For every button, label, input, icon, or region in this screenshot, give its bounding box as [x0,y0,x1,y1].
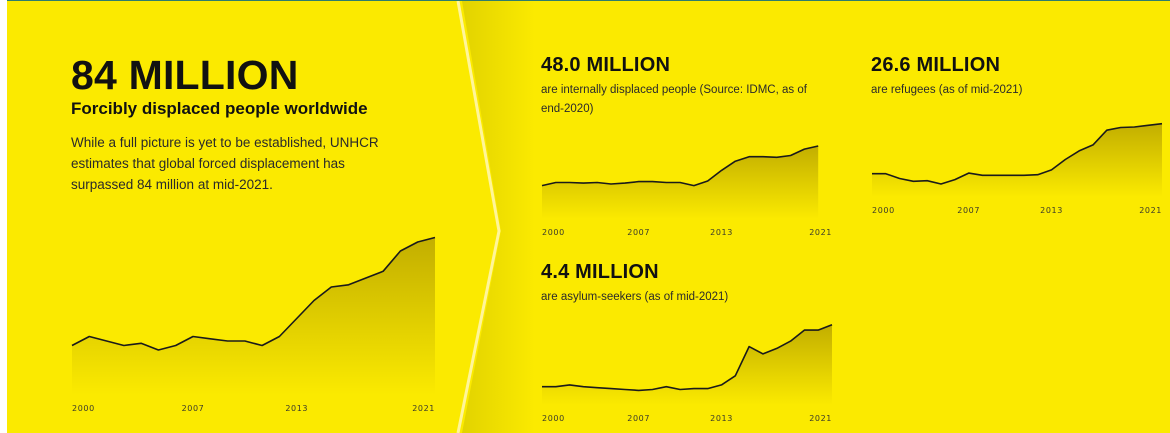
series-area [872,123,1162,197]
series-line [872,122,1163,185]
main-body: While a full picture is yet to be establ… [71,135,379,192]
x-tick-label: 2013 [710,228,733,237]
refugees-chart: 2000 2007 2013 2021 [872,122,1163,215]
refugees-panel: 26.6 MILLION are refugees (as of mid-202… [871,53,1161,100]
x-tick-label: 2013 [1040,206,1063,215]
x-tick-label: 2000 [872,206,895,215]
asylum-panel: 4.4 MILLION are asylum-seekers (as of mi… [541,260,831,307]
refugees-headline: 26.6 MILLION [871,54,1001,76]
x-tick-label: 2000 [542,228,565,237]
main-chart: 2000 2007 2013 2021 [71,236,436,413]
idp-description: are internally displaced people (Source:… [541,84,807,115]
chevron-divider [456,1,535,433]
series-line [71,236,436,351]
x-tick-label: 2000 [542,414,565,423]
x-tick-label: 2013 [285,404,308,413]
series-area [542,324,832,405]
x-tick-label: 2021 [1139,206,1162,215]
x-tick-label: 2021 [809,414,832,423]
idp-chart: 2000 2007 2013 2021 [541,145,832,237]
x-tick-label: 2013 [710,414,733,423]
asylum-chart: 2000 2007 2013 2021 [542,323,833,423]
main-subheadline: Forcibly displaced people worldwide [71,99,368,118]
x-tick-label: 2007 [957,206,980,215]
displacement-infographic: 84 MILLION Forcibly displaced people wor… [7,0,1170,433]
main-panel: 84 MILLION Forcibly displaced people wor… [71,53,431,195]
idp-panel: 48.0 MILLION are internally displaced pe… [541,53,831,119]
x-tick-label: 2021 [412,404,435,413]
asylum-headline: 4.4 MILLION [541,261,659,283]
main-headline: 84 MILLION [71,52,299,98]
refugees-description: are refugees (as of mid-2021) [871,84,1023,96]
x-tick-label: 2007 [627,228,650,237]
series-line [541,145,819,187]
idp-headline: 48.0 MILLION [541,54,671,76]
asylum-description: are asylum-seekers (as of mid-2021) [541,291,729,303]
series-line [542,323,833,392]
x-tick-label: 2007 [627,414,650,423]
x-tick-label: 2007 [182,404,205,413]
x-tick-label: 2000 [72,404,95,413]
series-area [72,237,435,395]
x-tick-label: 2021 [809,228,832,237]
